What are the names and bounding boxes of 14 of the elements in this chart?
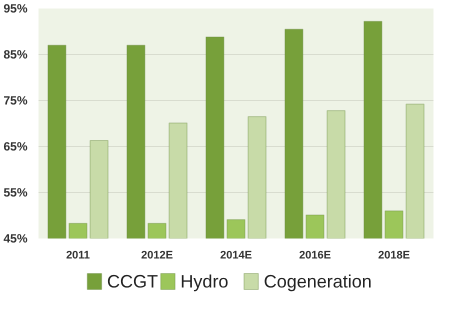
x-tick-label: 2018E <box>378 250 410 262</box>
y-tick-label: 45% <box>3 232 28 246</box>
y-tick-label: 95% <box>3 2 28 16</box>
legend-label: CCGT <box>107 272 158 292</box>
y-tick-label: 85% <box>3 48 28 62</box>
x-tick-label: 2011 <box>66 250 90 262</box>
legend-label: Cogeneration <box>264 272 372 292</box>
y-tick-label: 65% <box>3 140 28 154</box>
y-tick-label: 75% <box>3 94 28 108</box>
legend-label: Hydro <box>180 272 228 292</box>
x-tick-label: 2014E <box>220 250 252 262</box>
x-tick-label: 2016E <box>299 250 331 262</box>
y-tick-label: 55% <box>3 186 28 200</box>
x-tick-label: 2012E <box>141 250 173 262</box>
